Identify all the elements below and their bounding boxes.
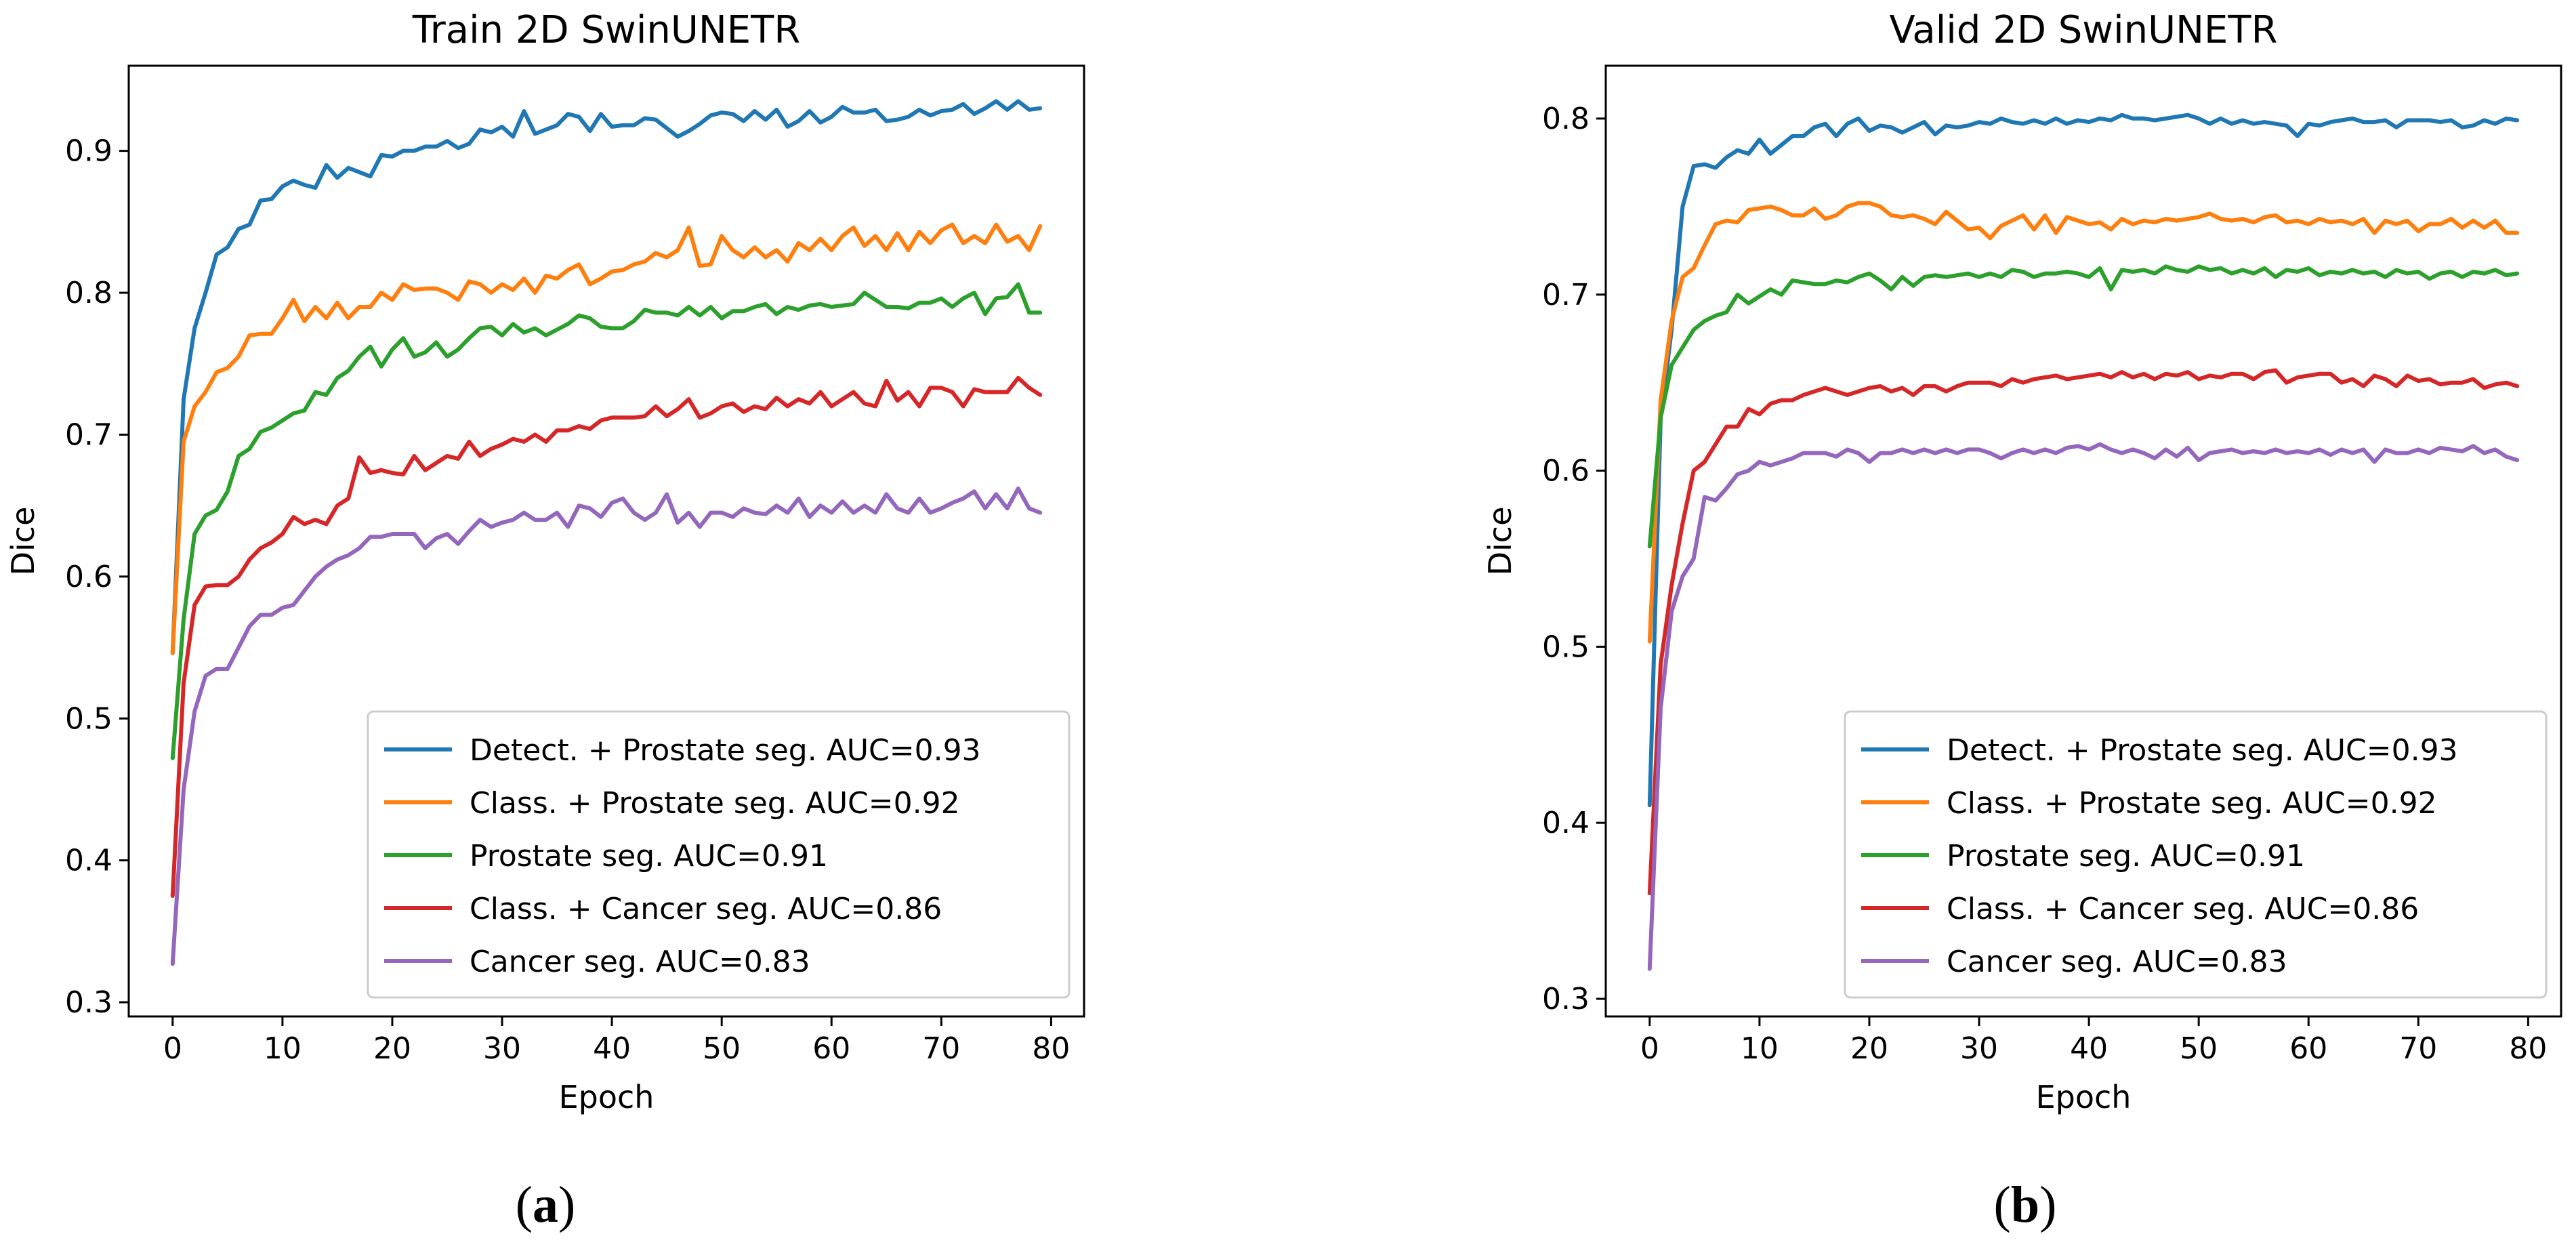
- legend-entry: Detect. + Prostate seg. AUC=0.93: [470, 733, 981, 768]
- y-tick-label: 0.3: [65, 985, 112, 1020]
- x-tick-label: 0: [163, 1031, 182, 1066]
- series-line-2: [170, 222, 1043, 655]
- x-tick-label: 80: [2509, 1031, 2547, 1066]
- axes-frame: [127, 64, 1085, 1018]
- y-tick-label: 0.9: [65, 134, 112, 169]
- x-axis-label: Epoch: [559, 1079, 655, 1115]
- y-tick-label: 0.7: [1542, 278, 1590, 312]
- series-line-1: [170, 99, 1043, 655]
- chart-1: Train 2D SwinUNETR 0 10 20 30 40 50 60 70 80 0.3 0.…: [5, 8, 1085, 1115]
- x-tick-label: 70: [2399, 1031, 2437, 1066]
- legend-entry: Detect. + Prostate seg. AUC=0.93: [1947, 733, 2458, 768]
- legend-box: [1844, 710, 2548, 999]
- legend-entry: Class. + Prostate seg. AUC=0.92: [470, 786, 960, 821]
- series-line-2: [1647, 201, 2520, 644]
- x-tick-label: 40: [2070, 1031, 2108, 1066]
- panel-label-a: (a): [515, 1176, 576, 1233]
- y-tick-label: 0.6: [1542, 454, 1590, 489]
- series-line-3: [170, 282, 1043, 760]
- x-tick-label: 20: [1850, 1031, 1888, 1066]
- y-tick-label: 0.4: [65, 844, 112, 878]
- x-tick-label: 50: [703, 1031, 741, 1066]
- y-tick-label: 0.5: [65, 701, 112, 736]
- x-tick-label: 60: [2289, 1031, 2327, 1066]
- axes-frame: [1604, 64, 2562, 1018]
- legend-entry: Prostate seg. AUC=0.91: [1947, 839, 2305, 873]
- series-line-5: [170, 487, 1043, 966]
- series-line-5: [1647, 442, 2520, 971]
- legend: Detect. + Prostate seg. AUC=0.93 Class. +…: [367, 710, 1071, 999]
- y-tick-label: 0.6: [65, 560, 112, 594]
- series-line-4: [170, 375, 1043, 898]
- legend-entry: Class. + Cancer seg. AUC=0.86: [1947, 892, 2419, 926]
- x-tick-label: 30: [483, 1031, 521, 1066]
- x-tick-label: 20: [373, 1031, 411, 1066]
- y-axis-label: Dice: [1482, 507, 1518, 576]
- legend-entry: Cancer seg. AUC=0.83: [1947, 945, 2287, 979]
- y-axis-label: Dice: [5, 507, 41, 576]
- legend-entry: Cancer seg. AUC=0.83: [470, 945, 810, 979]
- legend-entry: Class. + Prostate seg. AUC=0.92: [1947, 786, 2437, 821]
- y-tick-label: 0.3: [1542, 982, 1590, 1016]
- series-line-3: [1647, 264, 2520, 549]
- chart-title: Valid 2D SwinUNETR: [1889, 8, 2277, 52]
- x-tick-label: 60: [812, 1031, 850, 1066]
- series-line-1: [1647, 112, 2520, 808]
- x-tick-label: 70: [922, 1031, 960, 1066]
- y-tick-label: 0.5: [1542, 630, 1590, 664]
- x-axis-label: Epoch: [2036, 1079, 2132, 1115]
- legend-entry: Prostate seg. AUC=0.91: [470, 839, 828, 873]
- x-tick-label: 50: [2180, 1031, 2218, 1066]
- x-tick-label: 10: [264, 1031, 302, 1066]
- chart-title: Train 2D SwinUNETR: [412, 8, 801, 52]
- legend-box: [367, 710, 1071, 999]
- legend: Detect. + Prostate seg. AUC=0.93 Class. +…: [1844, 710, 2548, 999]
- x-tick-label: 40: [593, 1031, 631, 1066]
- y-tick-label: 0.8: [65, 276, 112, 310]
- x-tick-label: 10: [1741, 1031, 1779, 1066]
- y-tick-label: 0.7: [65, 417, 112, 452]
- chart-2: Valid 2D SwinUNETR 0 10 20 30 40 50 60 70 80 0.3 0.…: [1482, 8, 2562, 1115]
- panel-label-b: (b): [1993, 1176, 2057, 1233]
- y-tick-label: 0.4: [1542, 806, 1590, 840]
- x-tick-label: 80: [1032, 1031, 1070, 1066]
- legend-entry: Class. + Cancer seg. AUC=0.86: [470, 892, 942, 926]
- series-line-4: [1647, 368, 2520, 896]
- y-tick-label: 0.8: [1542, 102, 1590, 136]
- x-tick-label: 30: [1960, 1031, 1998, 1066]
- x-tick-label: 0: [1640, 1031, 1659, 1066]
